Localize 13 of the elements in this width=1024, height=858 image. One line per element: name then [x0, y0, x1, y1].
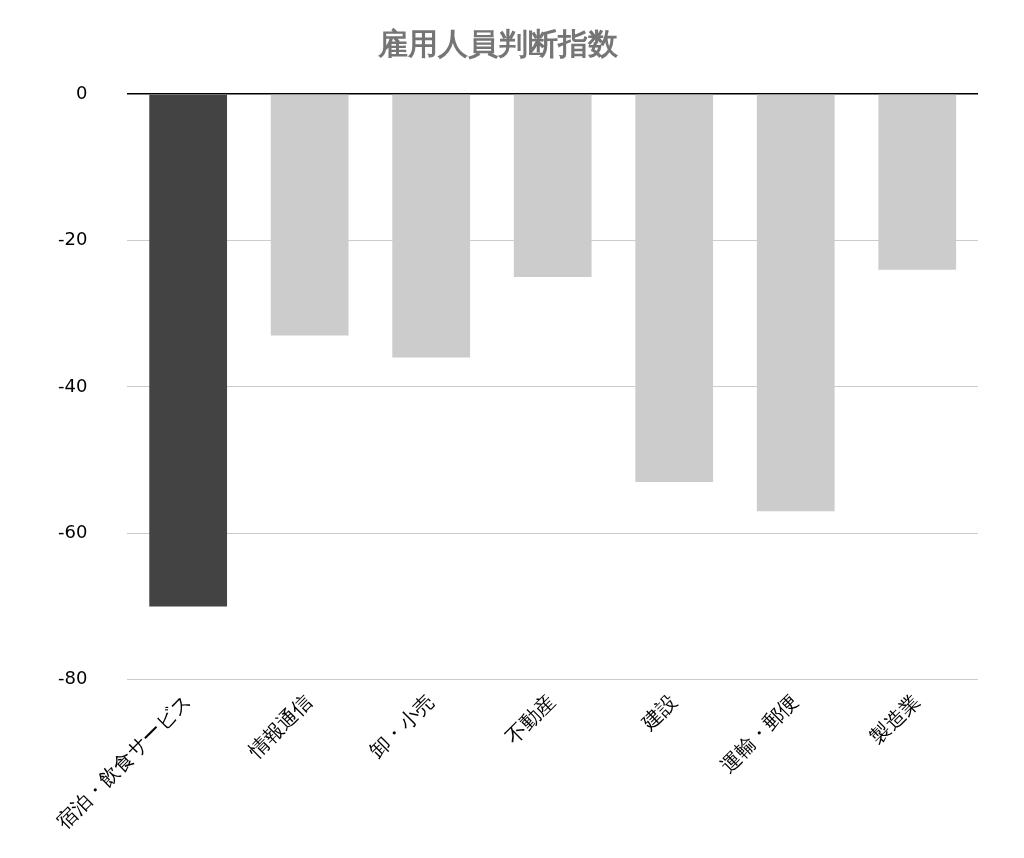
y-tick-label: 0 [75, 81, 88, 103]
y-tick-label: -80 [57, 667, 88, 689]
x-tick-label: 卸・小売 [364, 689, 439, 764]
x-tick-label: 運輸・郵便 [715, 689, 803, 778]
x-tick-label: 製造業 [865, 689, 925, 749]
x-tick-label: 建設 [635, 689, 682, 736]
y-tick-label: -60 [57, 520, 88, 542]
chart-title: 雇用人員判断指数 [377, 25, 619, 61]
x-tick-label: 宿泊・飲食サービス [51, 689, 196, 834]
x-tick-label: 情報通信 [242, 689, 317, 764]
y-tick-label: -20 [57, 228, 88, 250]
x-tick-label: 不動産 [500, 689, 560, 749]
y-tick-label: -40 [57, 374, 88, 396]
